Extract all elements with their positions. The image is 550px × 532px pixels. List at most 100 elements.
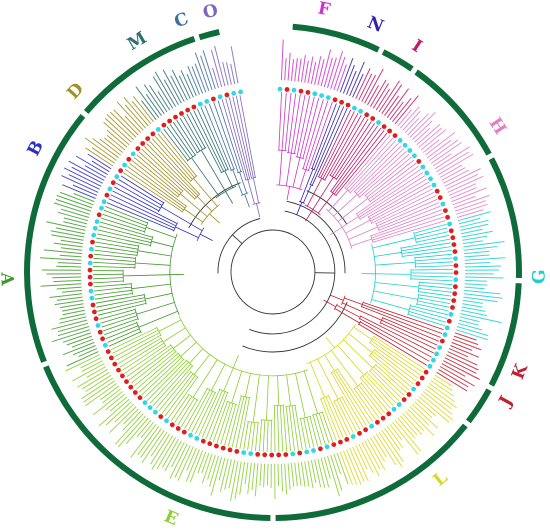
marker-dot xyxy=(96,212,102,218)
marker-dot xyxy=(112,361,118,367)
marker-dot xyxy=(391,406,397,412)
marker-dot xyxy=(345,102,351,108)
marker-dot xyxy=(90,302,96,308)
marker-dot xyxy=(158,414,164,419)
marker-dot xyxy=(120,373,125,379)
marker-dot xyxy=(440,201,446,207)
marker-dot xyxy=(179,111,184,116)
marker-dot xyxy=(137,395,143,401)
marker-dot xyxy=(427,363,433,369)
marker-dot xyxy=(132,390,138,395)
marker-dot xyxy=(344,437,350,442)
marker-dot xyxy=(126,156,132,162)
clade-label-d: D xyxy=(63,79,88,104)
marker-dot xyxy=(291,87,297,93)
clade-branch-h xyxy=(325,135,446,250)
marker-dot xyxy=(451,298,457,303)
marker-dot xyxy=(445,214,450,220)
clade-branch-c xyxy=(204,100,250,208)
leaf-band-e xyxy=(65,354,349,502)
marker-dot xyxy=(87,274,93,280)
clade-branch-b xyxy=(106,175,213,242)
marker-ring xyxy=(87,86,459,458)
marker-dot xyxy=(416,159,422,164)
clade-branch-i xyxy=(304,109,388,222)
marker-dot xyxy=(100,336,105,342)
marker-dot xyxy=(227,447,233,453)
marker-dot xyxy=(375,419,380,425)
marker-dot xyxy=(396,402,402,407)
marker-dot xyxy=(444,325,450,331)
marker-dot xyxy=(248,451,254,456)
leaf-band-l xyxy=(339,374,458,485)
outer-ring-segment xyxy=(381,49,414,72)
marker-dot xyxy=(194,436,200,441)
marker-dot xyxy=(224,92,230,98)
marker-dot xyxy=(97,329,103,335)
marker-dot xyxy=(99,205,104,211)
marker-dot xyxy=(369,423,374,429)
marker-dot xyxy=(431,182,437,188)
marker-dot xyxy=(331,442,337,447)
marker-dot xyxy=(352,105,357,111)
backbone-arc-east xyxy=(249,210,336,335)
marker-dot xyxy=(92,309,97,315)
marker-dot xyxy=(118,168,123,174)
leaf-band-b xyxy=(61,153,112,199)
marker-dot xyxy=(406,392,412,397)
clade-branch-l xyxy=(306,323,425,441)
marker-dot xyxy=(428,176,433,182)
marker-dot xyxy=(128,384,134,390)
leaf-band-d xyxy=(84,95,154,167)
marker-dot xyxy=(381,124,387,129)
clade-label-h: H xyxy=(485,114,511,138)
marker-dot xyxy=(101,199,107,205)
marker-dot xyxy=(450,235,456,241)
marker-dot xyxy=(434,188,440,194)
clade-branch-f xyxy=(276,92,333,201)
backbone-arc-ne xyxy=(286,200,346,274)
marker-dot xyxy=(402,142,408,148)
marker-dot xyxy=(338,439,343,445)
leaf-band-n xyxy=(339,58,365,98)
marker-dot xyxy=(105,349,111,354)
marker-dot xyxy=(185,107,191,113)
marker-dot xyxy=(88,281,93,287)
marker-dot xyxy=(363,427,368,433)
leaf-band-m xyxy=(135,69,197,121)
marker-dot xyxy=(440,338,445,344)
outer-ring-segment xyxy=(43,365,271,521)
marker-dot xyxy=(147,405,153,410)
root-arc xyxy=(230,229,316,315)
clade-branch-n xyxy=(296,103,348,216)
marker-dot xyxy=(392,133,398,139)
marker-dot xyxy=(173,114,178,120)
marker-dot xyxy=(431,357,436,363)
clade-branches xyxy=(92,92,454,453)
marker-dot xyxy=(214,443,219,449)
backbone-arc-nw xyxy=(188,182,241,229)
clade-branch-e xyxy=(110,316,334,453)
marker-dot xyxy=(332,97,338,103)
clade-label-k: K xyxy=(508,360,533,382)
marker-dot xyxy=(142,400,148,406)
clade-branch-j xyxy=(323,299,434,366)
marker-dot xyxy=(305,90,311,95)
marker-dot xyxy=(453,284,458,290)
clade-branch-d xyxy=(122,131,221,225)
marker-dot xyxy=(447,221,452,227)
marker-dot xyxy=(453,270,459,275)
marker-dot xyxy=(200,438,206,444)
marker-dot xyxy=(412,153,417,159)
marker-dot xyxy=(325,95,331,100)
marker-dot xyxy=(370,116,376,121)
marker-dot xyxy=(231,90,237,96)
outer-ring-segment xyxy=(83,35,196,114)
marker-dot xyxy=(437,195,443,201)
marker-dot xyxy=(453,256,458,261)
leaf-band-o xyxy=(210,45,239,89)
marker-dot xyxy=(88,253,94,259)
marker-dot xyxy=(164,418,169,424)
marker-dot xyxy=(181,429,187,435)
